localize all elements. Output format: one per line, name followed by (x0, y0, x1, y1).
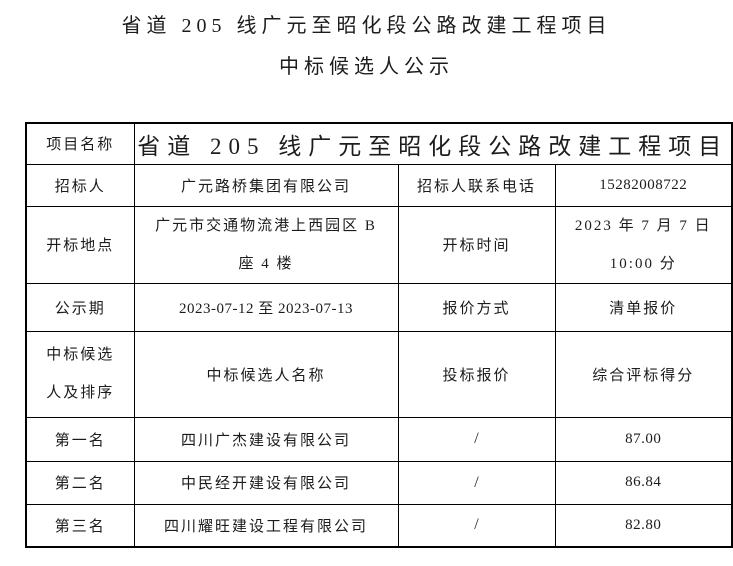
opening-venue-line-1: 广元市交通物流港上西园区 B (155, 217, 377, 234)
candidate-name: 四川耀旺建设工程有限公司 (133, 503, 399, 548)
bid-result-table: 项目名称 省道 205 线广元至昭化段公路改建工程项目 招标人 广元路桥集团有限… (25, 122, 733, 548)
opening-venue-label: 开标地点 (25, 205, 135, 284)
candidate-row: 第二名 中民经开建设有限公司 / 86.84 (25, 460, 733, 505)
bidder-row: 招标人 广元路桥集团有限公司 招标人联系电话 15282008722 (25, 163, 733, 207)
candidates-score-header: 综合评标得分 (554, 330, 733, 418)
title-line-2: 中标候选人公示 (279, 56, 454, 78)
opening-time-line-2: 10:00 分 (609, 255, 677, 272)
publicity-row: 公示期 2023-07-12 至 2023-07-13 报价方式 清单报价 (25, 282, 733, 332)
candidates-name-header: 中标候选人名称 (133, 330, 399, 418)
candidate-bid: / (397, 503, 556, 548)
candidates-rank-header-line-2: 人及排序 (46, 385, 115, 401)
publicity-value: 2023-07-12 至 2023-07-13 (133, 282, 399, 332)
candidate-score: 87.00 (554, 416, 733, 462)
candidate-row: 第一名 四川广杰建设有限公司 / 87.00 (25, 416, 733, 462)
pricing-method-value: 清单报价 (554, 282, 733, 332)
candidate-rank: 第三名 (25, 503, 135, 548)
candidates-rank-header: 中标候选 人及排序 (25, 330, 135, 418)
candidates-rank-header-line-1: 中标候选 (46, 347, 115, 363)
title-line-1: 省道 205 线广元至昭化段公路改建工程项目 (121, 15, 612, 37)
bidder-label: 招标人 (25, 163, 135, 207)
project-name-value: 省道 205 线广元至昭化段公路改建工程项目 (133, 122, 733, 165)
project-name-row: 项目名称 省道 205 线广元至昭化段公路改建工程项目 (25, 122, 733, 165)
pricing-method-label: 报价方式 (397, 282, 556, 332)
opening-time-label: 开标时间 (397, 205, 556, 284)
candidate-bid: / (397, 416, 556, 462)
candidate-bid: / (397, 460, 556, 505)
candidate-rank: 第一名 (25, 416, 135, 462)
candidate-name: 四川广杰建设有限公司 (133, 416, 399, 462)
publicity-label: 公示期 (25, 282, 135, 332)
bidder-value: 广元路桥集团有限公司 (133, 163, 399, 207)
opening-row: 开标地点 广元市交通物流港上西园区 B 座 4 楼 开标时间 2023 年 7 … (25, 205, 733, 284)
candidate-rank: 第二名 (25, 460, 135, 505)
opening-venue-value: 广元市交通物流港上西园区 B 座 4 楼 (133, 205, 399, 284)
document-title: 省道 205 线广元至昭化段公路改建工程项目 中标候选人公示 (0, 0, 733, 80)
candidates-header-row: 中标候选 人及排序 中标候选人名称 投标报价 综合评标得分 (25, 330, 733, 418)
bidder-phone-value: 15282008722 (554, 163, 733, 207)
bidder-phone-label: 招标人联系电话 (397, 163, 556, 207)
project-name-label: 项目名称 (25, 122, 135, 165)
candidate-row: 第三名 四川耀旺建设工程有限公司 / 82.80 (25, 503, 733, 548)
opening-time-value: 2023 年 7 月 7 日 10:00 分 (554, 205, 733, 284)
opening-venue-line-2: 座 4 楼 (238, 255, 294, 272)
candidate-score: 86.84 (554, 460, 733, 505)
opening-time-line-1: 2023 年 7 月 7 日 (574, 217, 712, 234)
candidate-score: 82.80 (554, 503, 733, 548)
candidates-bid-header: 投标报价 (397, 330, 556, 418)
candidate-name: 中民经开建设有限公司 (133, 460, 399, 505)
